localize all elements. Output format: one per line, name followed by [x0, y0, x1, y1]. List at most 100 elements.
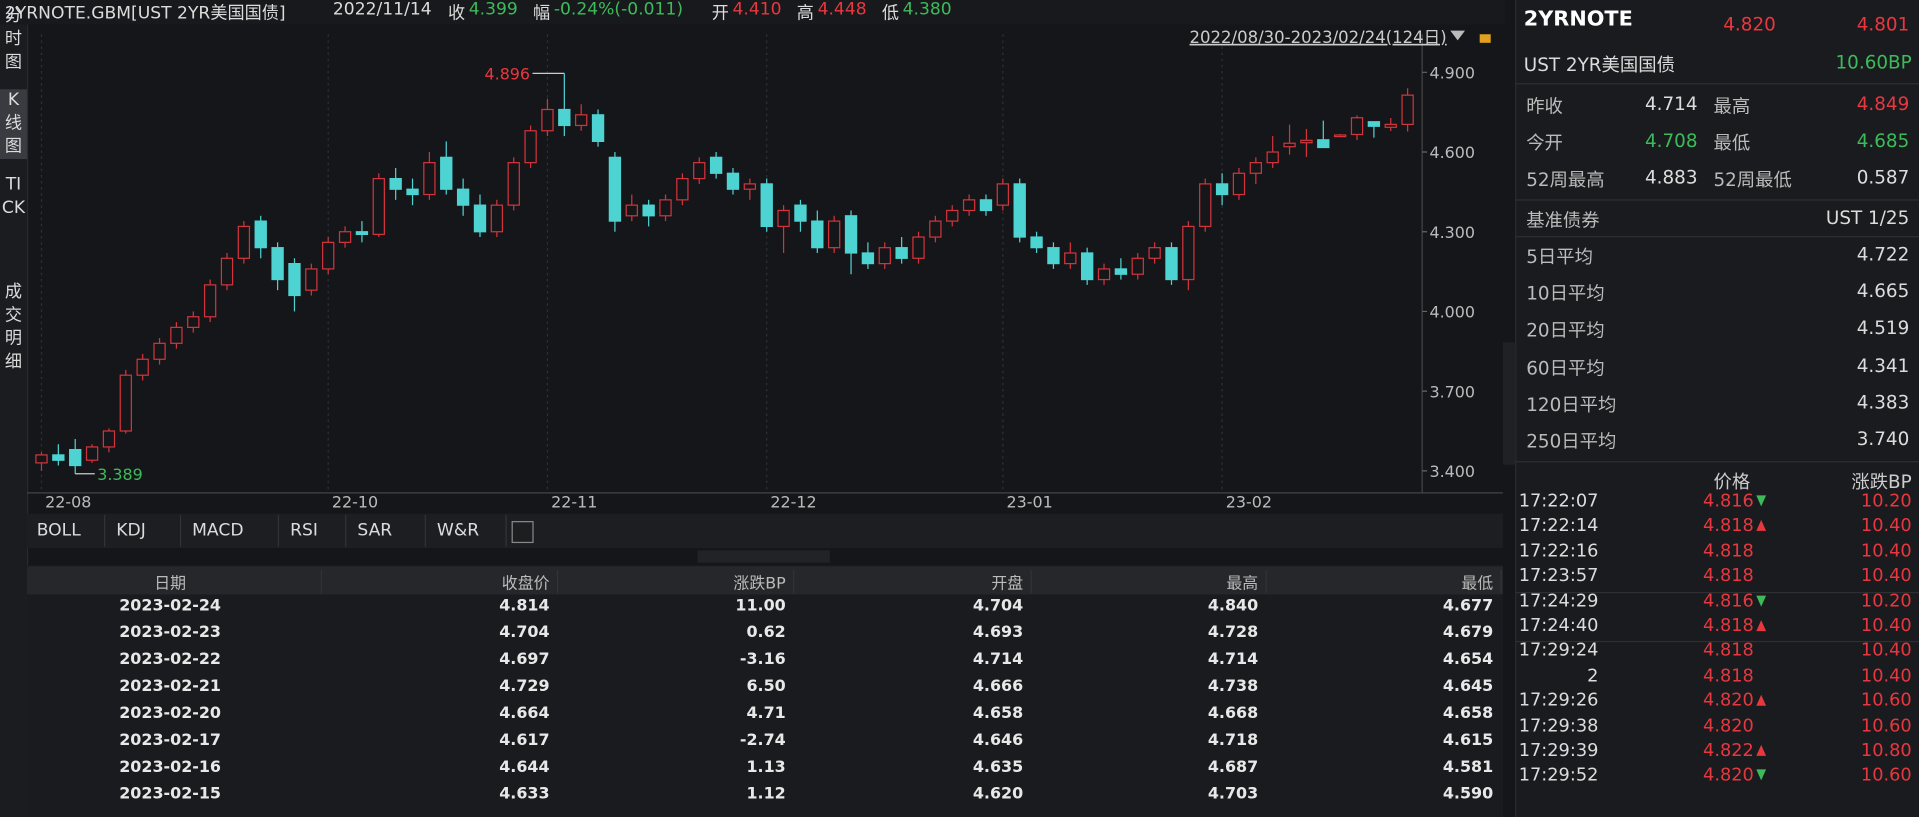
x-tick-label: 23-01 [1007, 493, 1053, 512]
trade-time: 17:22:14 [1518, 516, 1599, 537]
table-cell: 4.679 [1442, 623, 1494, 643]
indicator-tab[interactable]: SAR [348, 514, 426, 547]
average-value: 4.722 [1856, 243, 1910, 266]
candle-body [1283, 142, 1296, 148]
candle-body [1148, 247, 1161, 259]
table-cell: 4.644 [499, 758, 550, 777]
x-tick-label: 22-10 [332, 493, 378, 512]
indicator-tab[interactable]: MACD [182, 514, 280, 547]
table-cell: 4.658 [972, 704, 1024, 723]
trade-price: 4.820 [1703, 716, 1754, 736]
trade-arrow [1756, 769, 1767, 781]
candle-body [1384, 123, 1397, 128]
kline-chart: 3.400 3.700 4.000 4.300 4.600 4.900 22-08 22-10… [26, 28, 1503, 512]
trade-change: 10.20 [1860, 491, 1912, 512]
collapse-handle[interactable] [697, 550, 830, 563]
candle-body [1350, 117, 1364, 136]
table-cell: 4.677 [1442, 596, 1494, 616]
max-label: 4.896 [485, 64, 531, 83]
table-panel [26, 565, 1503, 817]
stat-label: 最低 [1713, 132, 1751, 155]
candle-body [372, 177, 385, 235]
header-value: 4.399 [468, 0, 518, 20]
candle-body [456, 188, 470, 206]
table-header: 收盘价 [321, 569, 559, 594]
divider [1515, 199, 1919, 201]
candle-body [473, 204, 487, 233]
table-cell: 0.62 [746, 623, 786, 643]
candle-body [693, 162, 706, 180]
table-cell: 4.729 [499, 677, 550, 696]
candle-body [1097, 268, 1111, 281]
trade-arrow [1756, 520, 1767, 532]
table-cell: 4.728 [1207, 623, 1259, 643]
table-cell: 2023-02-20 [119, 704, 222, 723]
candle-body [423, 162, 436, 196]
trade-time: 17:29:52 [1518, 766, 1599, 786]
side-tab[interactable]: K线图 [0, 89, 27, 160]
table-cell: 4.615 [1442, 731, 1494, 750]
header-value: 4.410 [732, 0, 782, 20]
candle-body [237, 225, 251, 259]
table-cell: 4.666 [972, 677, 1024, 696]
candle-body [187, 316, 200, 328]
candle-body [52, 454, 65, 461]
header-value: 4.380 [902, 0, 952, 20]
trade-time: 17:24:29 [1518, 591, 1599, 612]
trade-change: 10.40 [1860, 541, 1912, 562]
side-tab[interactable]: 分时图 [4, 6, 23, 73]
table-cell: 4.704 [972, 596, 1024, 616]
candle-body [490, 204, 504, 233]
indicator-tab[interactable]: RSI [280, 514, 347, 547]
table-cell: 4.654 [1442, 650, 1494, 670]
table-cell: -2.74 [739, 731, 786, 750]
table-cell: 2023-02-16 [119, 758, 222, 777]
trade-price: 4.818 [1703, 666, 1754, 686]
stat-value: 4.714 [1644, 92, 1698, 115]
trades-header: 价格 [1713, 470, 1751, 493]
trade-time: 17:29:26 [1518, 691, 1599, 711]
header-date: 2022/11/14 [332, 0, 432, 20]
side-tab[interactable]: 成交明细 [4, 282, 23, 372]
y-tick-label: 4.300 [1430, 223, 1476, 242]
table-cell: 2023-02-17 [119, 731, 222, 750]
table-header: 日期 [27, 569, 322, 594]
table-header: 最高 [1031, 569, 1267, 594]
y-tick-label: 4.000 [1430, 303, 1476, 322]
candle-body [1300, 139, 1313, 144]
candle-body [389, 177, 402, 190]
candle-body [979, 199, 993, 212]
trade-time: 2 [1587, 666, 1599, 686]
expand-handle[interactable] [1502, 342, 1516, 465]
candle-body [1367, 121, 1381, 127]
trade-change: 10.80 [1860, 741, 1912, 761]
min-label: 3.389 [97, 465, 143, 484]
candle-body [203, 284, 217, 318]
trade-price: 4.818 [1703, 641, 1754, 661]
candle-body [1317, 139, 1330, 149]
side-tab[interactable]: TICK [1, 174, 26, 218]
candle-body [811, 220, 824, 249]
table-cell: 2023-02-24 [119, 596, 222, 616]
candle-body [625, 204, 638, 217]
trade-price: 4.818 [1703, 566, 1754, 587]
trade-time: 17:22:16 [1518, 541, 1599, 562]
divider [1515, 83, 1919, 85]
indicator-tab[interactable]: W&R [427, 514, 507, 547]
trade-time: 17:22:07 [1518, 491, 1599, 512]
table-header-bg [26, 566, 1503, 595]
add-tab[interactable] [511, 521, 534, 544]
candle-body [1080, 252, 1094, 281]
candle-body [220, 257, 234, 286]
trades-header: 涨跌BP [1851, 470, 1912, 493]
trade-arrow [1756, 595, 1767, 607]
average-value: 4.665 [1856, 280, 1910, 303]
average-label: 120日平均 [1526, 393, 1617, 416]
indicator-tab[interactable]: BOLL [27, 514, 106, 547]
header-value: -0.24%(-0.011) [553, 0, 684, 20]
x-tick-label: 22-12 [770, 493, 816, 512]
candle-body [1215, 183, 1229, 196]
indicator-tab[interactable]: KDJ [106, 514, 182, 547]
candle-body [305, 268, 318, 291]
